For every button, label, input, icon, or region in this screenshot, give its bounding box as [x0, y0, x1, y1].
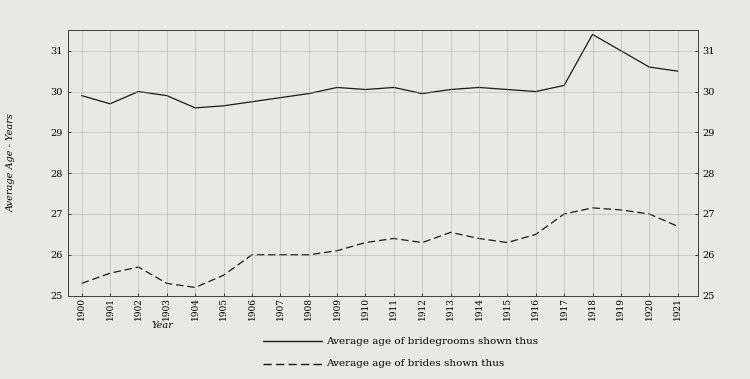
Text: Average Age - Years: Average Age - Years: [7, 114, 16, 212]
Text: Year: Year: [151, 321, 173, 330]
Text: Average age of bridegrooms shown thus: Average age of bridegrooms shown thus: [326, 337, 538, 346]
Text: Average age of brides shown thus: Average age of brides shown thus: [326, 359, 505, 368]
